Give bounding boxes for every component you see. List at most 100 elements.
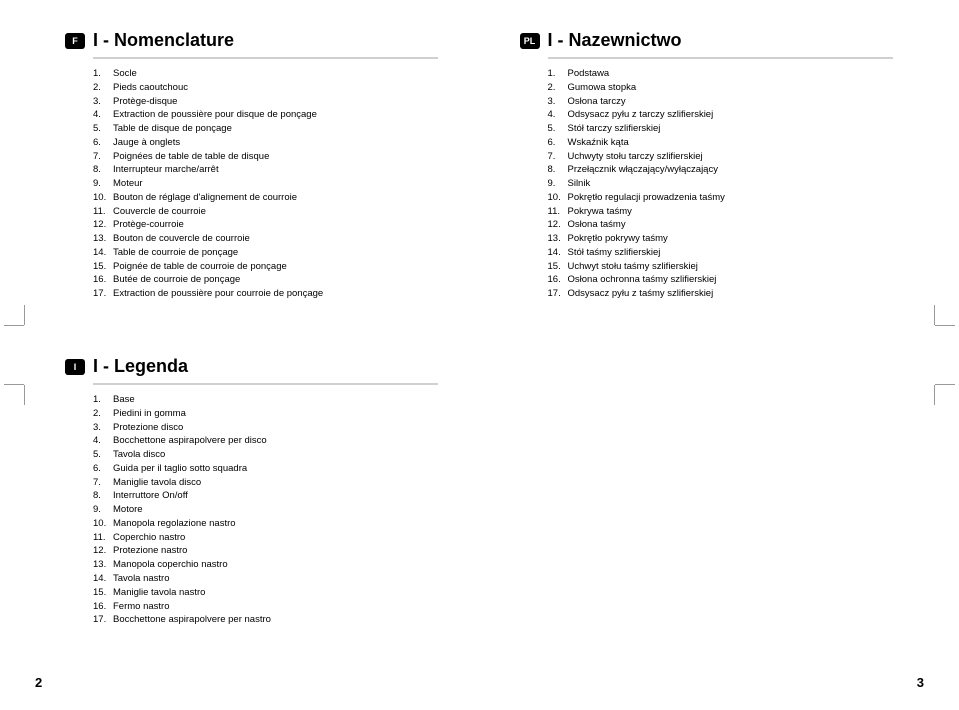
item-number: 3. xyxy=(548,95,568,109)
item-number: 10. xyxy=(93,191,113,205)
list-item: 6.Guida per il taglio sotto squadra xyxy=(93,462,470,476)
list-item: 5.Tavola disco xyxy=(93,448,470,462)
list-item: 7.Poignées de table de table de disque xyxy=(93,150,470,164)
item-number: 7. xyxy=(548,150,568,164)
item-text: Manopola regolazione nastro xyxy=(113,517,236,531)
item-number: 12. xyxy=(548,218,568,232)
list-item: 16.Fermo nastro xyxy=(93,600,470,614)
item-number: 17. xyxy=(548,287,568,301)
list-item: 15.Maniglie tavola nastro xyxy=(93,586,470,600)
item-number: 4. xyxy=(548,108,568,122)
item-text: Osłona ochronna taśmy szlifierskiej xyxy=(568,273,717,287)
item-text: Bocchettone aspirapolvere per disco xyxy=(113,434,267,448)
item-text: Socle xyxy=(113,67,137,81)
list-item: 11.Couvercle de courroie xyxy=(93,205,470,219)
list-item: 14.Table de courroie de ponçage xyxy=(93,246,470,260)
list-item: 13.Bouton de couvercle de courroie xyxy=(93,232,470,246)
item-number: 15. xyxy=(93,586,113,600)
right-column: PL I - Nazewnictwo 1.Podstawa2.Gumowa st… xyxy=(470,30,925,657)
list-item: 8.Przełącznik włączający/wyłączający xyxy=(548,163,925,177)
item-number: 5. xyxy=(548,122,568,136)
crop-mark-right xyxy=(931,325,959,385)
heading-row: F I - Nomenclature xyxy=(65,30,470,51)
item-text: Uchwyt stołu taśmy szlifierskiej xyxy=(568,260,698,274)
section-french: F I - Nomenclature 1.Socle2.Pieds caoutc… xyxy=(65,30,470,301)
item-number: 15. xyxy=(548,260,568,274)
item-number: 15. xyxy=(93,260,113,274)
item-number: 8. xyxy=(548,163,568,177)
item-number: 14. xyxy=(548,246,568,260)
item-text: Osłona taśmy xyxy=(568,218,626,232)
item-number: 11. xyxy=(93,531,113,545)
list-it: 1.Base2.Piedini in gomma3.Protezione dis… xyxy=(93,393,470,627)
list-item: 12.Osłona taśmy xyxy=(548,218,925,232)
item-text: Maniglie tavola nastro xyxy=(113,586,205,600)
left-column: F I - Nomenclature 1.Socle2.Pieds caoutc… xyxy=(65,30,470,657)
list-item: 8.Interruttore On/off xyxy=(93,489,470,503)
item-number: 2. xyxy=(93,81,113,95)
item-number: 5. xyxy=(93,122,113,136)
item-number: 1. xyxy=(93,67,113,81)
list-item: 10.Pokrętło regulacji prowadzenia taśmy xyxy=(548,191,925,205)
item-number: 13. xyxy=(548,232,568,246)
heading-pl: I - Nazewnictwo xyxy=(548,30,682,51)
list-item: 11.Coperchio nastro xyxy=(93,531,470,545)
item-number: 3. xyxy=(93,421,113,435)
item-number: 9. xyxy=(93,503,113,517)
item-text: Przełącznik włączający/wyłączający xyxy=(568,163,718,177)
item-text: Couvercle de courroie xyxy=(113,205,206,219)
list-item: 9.Moteur xyxy=(93,177,470,191)
item-number: 11. xyxy=(548,205,568,219)
item-number: 16. xyxy=(93,273,113,287)
list-item: 1.Base xyxy=(93,393,470,407)
item-text: Table de courroie de ponçage xyxy=(113,246,238,260)
item-text: Maniglie tavola disco xyxy=(113,476,201,490)
item-text: Tavola nastro xyxy=(113,572,170,586)
list-item: 2.Gumowa stopka xyxy=(548,81,925,95)
list-item: 14.Stół taśmy szlifierskiej xyxy=(548,246,925,260)
item-text: Osłona tarczy xyxy=(568,95,626,109)
heading-fr: I - Nomenclature xyxy=(93,30,234,51)
item-text: Poignée de table de courroie de ponçage xyxy=(113,260,287,274)
heading-underline xyxy=(548,57,893,59)
list-item: 6.Wskaźnik kąta xyxy=(548,136,925,150)
item-number: 4. xyxy=(93,108,113,122)
list-item: 5.Stół tarczy szlifierskiej xyxy=(548,122,925,136)
item-text: Pokrętło regulacji prowadzenia taśmy xyxy=(568,191,725,205)
item-number: 5. xyxy=(93,448,113,462)
item-text: Protège-courroie xyxy=(113,218,184,232)
item-number: 1. xyxy=(548,67,568,81)
item-text: Podstawa xyxy=(568,67,610,81)
lang-badge-fr: F xyxy=(65,33,85,49)
page-number-left: 2 xyxy=(35,675,42,690)
item-number: 17. xyxy=(93,613,113,627)
list-item: 1.Podstawa xyxy=(548,67,925,81)
list-item: 8.Interrupteur marche/arrêt xyxy=(93,163,470,177)
item-text: Stół taśmy szlifierskiej xyxy=(568,246,661,260)
item-text: Protège-disque xyxy=(113,95,177,109)
item-number: 4. xyxy=(93,434,113,448)
item-number: 9. xyxy=(93,177,113,191)
item-text: Bouton de couvercle de courroie xyxy=(113,232,250,246)
item-number: 7. xyxy=(93,150,113,164)
item-text: Interruttore On/off xyxy=(113,489,188,503)
list-item: 4.Bocchettone aspirapolvere per disco xyxy=(93,434,470,448)
item-text: Stół tarczy szlifierskiej xyxy=(568,122,661,136)
item-number: 8. xyxy=(93,489,113,503)
item-text: Piedini in gomma xyxy=(113,407,186,421)
item-number: 3. xyxy=(93,95,113,109)
item-text: Pokrywa taśmy xyxy=(568,205,632,219)
item-number: 16. xyxy=(93,600,113,614)
item-text: Manopola coperchio nastro xyxy=(113,558,228,572)
item-text: Bocchettone aspirapolvere per nastro xyxy=(113,613,271,627)
item-number: 16. xyxy=(548,273,568,287)
item-text: Odsysacz pyłu z taśmy szlifierskiej xyxy=(568,287,714,301)
item-text: Pieds caoutchouc xyxy=(113,81,188,95)
item-number: 8. xyxy=(93,163,113,177)
item-number: 12. xyxy=(93,544,113,558)
lang-badge-pl: PL xyxy=(520,33,540,49)
item-text: Protezione nastro xyxy=(113,544,187,558)
item-number: 10. xyxy=(93,517,113,531)
item-text: Guida per il taglio sotto squadra xyxy=(113,462,247,476)
item-text: Moteur xyxy=(113,177,143,191)
